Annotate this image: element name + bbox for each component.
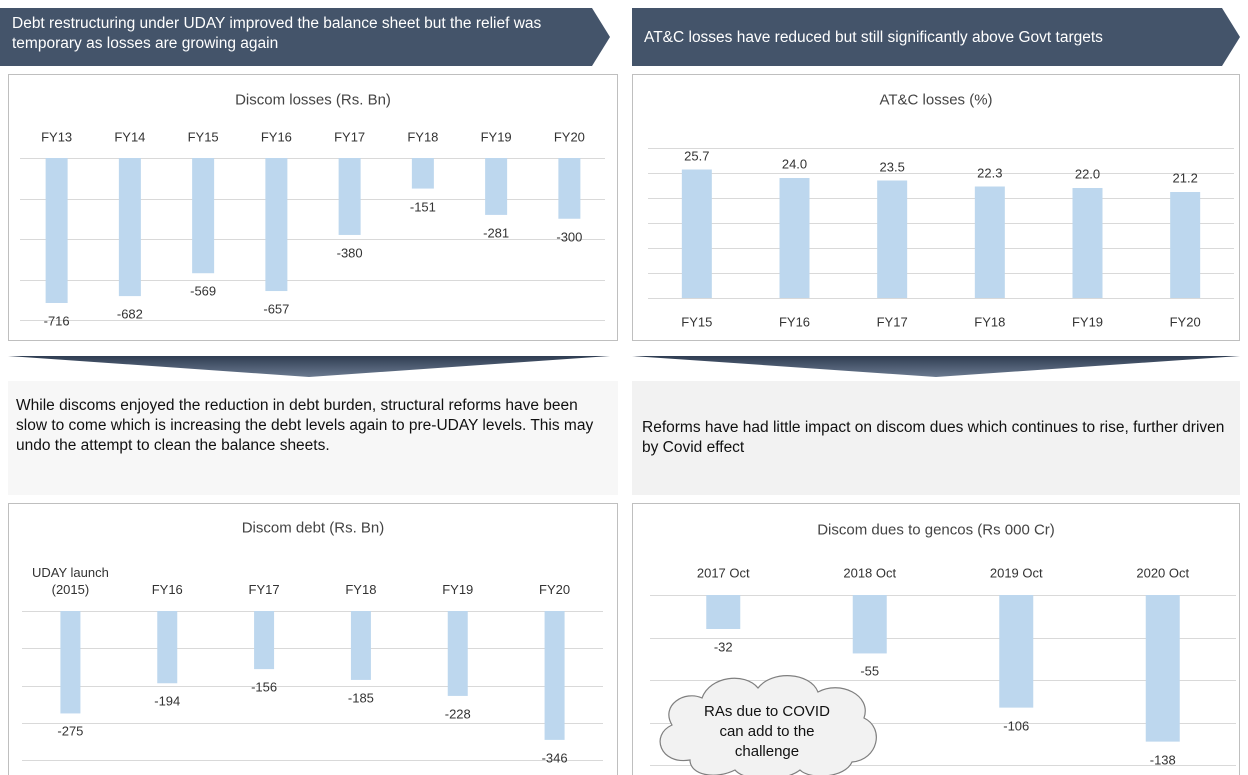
bar xyxy=(485,158,508,215)
data-label: -657 xyxy=(263,301,290,317)
x-tick-label: FY18 xyxy=(407,129,439,145)
note-box xyxy=(8,381,618,495)
data-label: -194 xyxy=(154,693,181,709)
data-label: 25.7 xyxy=(684,148,710,163)
bar xyxy=(558,158,581,219)
x-tick-label: FY15 xyxy=(187,129,219,145)
x-tick-label: FY16 xyxy=(778,314,811,330)
x-tick-label: FY20 xyxy=(539,582,571,597)
x-tick-label: FY19 xyxy=(480,129,512,145)
data-label: -380 xyxy=(336,245,363,261)
cloud xyxy=(659,675,877,775)
note-box xyxy=(632,381,1240,495)
bar xyxy=(1170,192,1201,298)
chart-title: Discom dues to gencos (Rs 000 Cr) xyxy=(817,521,1055,539)
banner-shape xyxy=(632,8,1240,66)
bar xyxy=(974,186,1005,298)
bar xyxy=(877,180,908,298)
data-label: -32 xyxy=(713,639,733,655)
x-tick-label: FY20 xyxy=(553,129,585,145)
bar xyxy=(265,158,288,292)
x-tick-label: FY17 xyxy=(876,314,908,330)
x-tick-label: FY17 xyxy=(334,129,366,145)
x-tick-label: FY16 xyxy=(260,129,292,145)
bar xyxy=(157,611,178,684)
bar xyxy=(411,158,434,189)
data-label: -275 xyxy=(57,723,84,739)
bar xyxy=(118,158,141,297)
data-label: -281 xyxy=(483,225,510,241)
chart-title: Discom losses (Rs. Bn) xyxy=(235,91,391,109)
data-label: -716 xyxy=(43,313,70,329)
bar xyxy=(779,178,810,298)
data-label: -569 xyxy=(190,283,217,299)
data-label: 23.5 xyxy=(879,159,905,174)
data-label: -300 xyxy=(556,229,583,245)
chevron xyxy=(632,356,1240,377)
bar xyxy=(350,611,371,680)
note-text: Reforms have had little impact on discom… xyxy=(642,419,1225,456)
x-tick-label: FY18 xyxy=(974,314,1006,330)
chart-title: AT&C losses (%) xyxy=(879,91,993,109)
bar xyxy=(544,611,565,740)
bar xyxy=(999,595,1034,708)
banner-shape xyxy=(0,8,610,66)
bar xyxy=(254,611,275,670)
data-label: 21.2 xyxy=(1172,170,1198,186)
bar xyxy=(45,158,68,303)
chart-title: Discom debt (Rs. Bn) xyxy=(241,519,385,537)
x-tick-label: FY14 xyxy=(114,129,146,145)
data-label: 22.3 xyxy=(977,165,1003,180)
data-label: -156 xyxy=(251,679,278,695)
x-tick-label: FY19 xyxy=(442,582,474,597)
x-tick-label: 2018 Oct xyxy=(843,565,897,581)
banner-text: Debt restructuring under UDAY improved t… xyxy=(12,15,542,52)
note-text: While discoms enjoyed the reduction in d… xyxy=(16,397,594,454)
data-label: -228 xyxy=(444,706,471,722)
data-label: -151 xyxy=(409,199,436,215)
x-tick-label: 2019 Oct xyxy=(989,565,1043,581)
bar xyxy=(338,158,361,235)
data-label: -138 xyxy=(1149,752,1176,768)
x-tick-label: FY15 xyxy=(681,314,713,330)
data-label: 24.0 xyxy=(781,156,808,172)
bar xyxy=(447,611,468,696)
panel xyxy=(8,74,618,341)
panel xyxy=(632,74,1240,341)
chevron xyxy=(8,356,610,377)
x-tick-label: FY16 xyxy=(151,582,183,597)
banner-text: AT&C losses have reduced but still signi… xyxy=(644,29,1103,46)
panel xyxy=(632,503,1240,775)
data-label: -55 xyxy=(860,663,880,679)
x-tick-label: 2020 Oct xyxy=(1136,565,1190,581)
bar xyxy=(1072,188,1103,298)
x-tick-label: FY13 xyxy=(41,129,73,145)
annotation: RAs due to COVID can add to the challeng… xyxy=(704,703,830,760)
panel xyxy=(8,503,618,775)
bar xyxy=(192,158,215,274)
x-tick-label: FY18 xyxy=(345,582,377,597)
bar xyxy=(681,169,712,298)
bar xyxy=(706,595,741,629)
data-label: -682 xyxy=(116,306,143,322)
x-tick-label: FY19 xyxy=(1071,314,1104,330)
data-label: 22.0 xyxy=(1074,166,1101,182)
x-tick-label: FY17 xyxy=(248,582,280,597)
data-label: -106 xyxy=(1003,718,1030,734)
x-tick-label: FY20 xyxy=(1169,314,1201,330)
x-tick-label: UDAY launch (2015) xyxy=(31,565,109,597)
bar xyxy=(60,611,81,714)
data-label: -346 xyxy=(541,750,568,766)
bar xyxy=(1145,595,1180,742)
data-label: -185 xyxy=(347,690,374,706)
x-tick-label: 2017 Oct xyxy=(696,565,750,581)
bar xyxy=(852,595,887,654)
